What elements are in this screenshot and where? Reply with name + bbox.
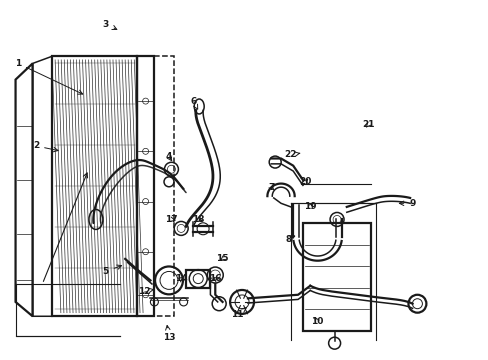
Text: 20: 20 [299,177,311,186]
Text: 9: 9 [399,199,415,208]
Text: 12: 12 [138,287,153,296]
Text: 15: 15 [216,255,228,264]
Text: 18: 18 [192,215,204,224]
Text: 10: 10 [311,317,323,326]
Text: 11: 11 [230,308,246,319]
Text: 21: 21 [362,120,374,129]
Text: 13: 13 [163,325,175,342]
Text: 7: 7 [267,183,274,192]
Text: 16: 16 [208,274,221,283]
Bar [303,223,370,330]
Text: 8: 8 [285,235,294,244]
Text: 3: 3 [102,19,117,30]
Text: 2: 2 [33,141,58,152]
Text: 22: 22 [284,150,299,159]
Text: 19: 19 [304,202,316,211]
Text: 17: 17 [165,215,177,224]
Text: 4: 4 [165,152,172,161]
Text: 1: 1 [15,59,82,94]
Bar [185,270,210,288]
Text: 6: 6 [190,96,197,109]
Text: 5: 5 [102,265,122,276]
Text: 14: 14 [175,274,187,283]
Bar [52,56,137,316]
